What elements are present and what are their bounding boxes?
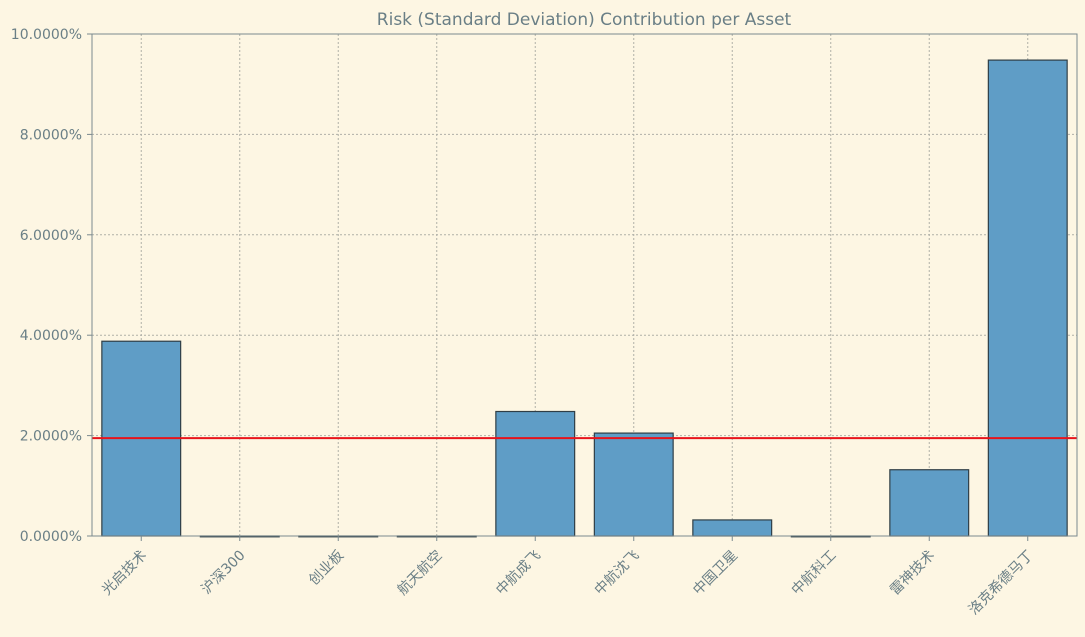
- x-tick-label: 沪深300: [199, 548, 249, 598]
- x-tick-label: 光启技术: [99, 548, 150, 599]
- x-tick-label: 中航成飞: [493, 548, 544, 599]
- x-tick-label: 中国卫星: [690, 548, 741, 599]
- x-tick-label: 中航沈飞: [592, 548, 643, 599]
- x-tick-label: 创业板: [306, 548, 347, 589]
- bar: [495, 410, 576, 537]
- x-tick-label: 航天航空: [395, 548, 446, 599]
- bar: [692, 519, 773, 537]
- bar: [889, 469, 970, 537]
- plot-frame: [91, 33, 1078, 537]
- x-tick-label: 洛克希德马丁: [966, 548, 1037, 619]
- bar: [987, 59, 1068, 537]
- x-tick-labels: 光启技术 沪深300 创业板 航天航空 中航成飞 中航沈飞 中国卫星 中航科工 雷神技术 洛克希德…: [99, 548, 1036, 619]
- bar: [593, 432, 674, 537]
- grid-lines: [92, 34, 1077, 536]
- y-tick-label: 0.0000%: [20, 529, 82, 545]
- y-tick-label: 10.0000%: [11, 27, 82, 43]
- y-tick-label: 4.0000%: [20, 328, 82, 344]
- bars: [101, 59, 1068, 538]
- y-tick-label: 8.0000%: [20, 127, 82, 143]
- chart-title: Risk (Standard Deviation) Contribution p…: [377, 10, 792, 30]
- x-tick-label: 雷神技术: [887, 548, 938, 599]
- axes: [87, 33, 1078, 541]
- x-tick-label: 中航科工: [789, 548, 840, 599]
- y-tick-label: 6.0000%: [20, 228, 82, 244]
- y-tick-labels: 0.0000% 2.0000% 4.0000% 6.0000% 8.0000% 10.00…: [11, 27, 82, 545]
- y-tick-label: 2.0000%: [20, 429, 82, 445]
